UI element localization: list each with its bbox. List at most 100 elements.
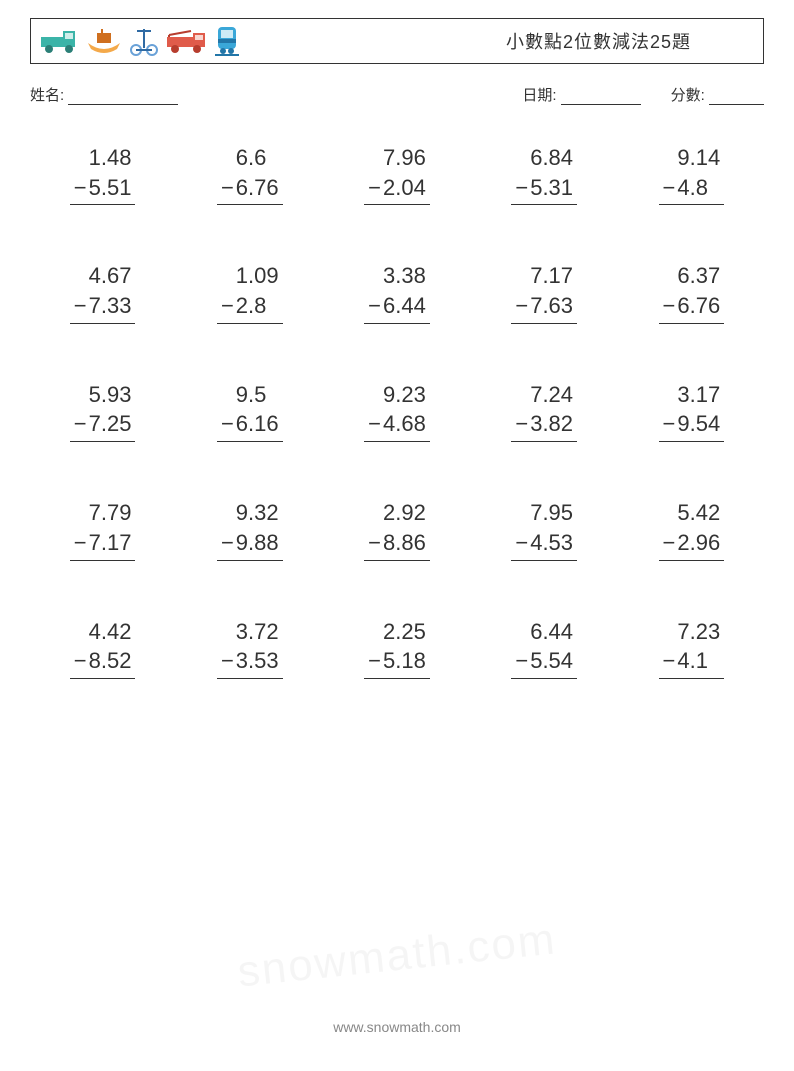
footer-url: www.snowmath.com xyxy=(0,1019,794,1035)
problem-stack: 4.67−7.33 xyxy=(70,261,136,323)
problem-stack: 9.23−4.68 xyxy=(364,380,430,442)
problem: 9.5 −6.16 xyxy=(185,380,314,442)
subtrahend: −4.53 xyxy=(511,528,577,561)
header-icons xyxy=(39,25,241,57)
problem: 3.17−9.54 xyxy=(627,380,756,442)
subtrahend: −2.8 xyxy=(217,291,283,324)
subtrahend: −2.96 xyxy=(659,528,725,561)
minuend: 3.38 xyxy=(364,261,430,291)
date-label: 日期: xyxy=(522,87,556,104)
problem: 6.44−5.54 xyxy=(480,617,609,679)
minuend: 2.92 xyxy=(364,498,430,528)
subtrahend: −7.17 xyxy=(70,528,136,561)
minuend: 7.95 xyxy=(511,498,577,528)
header-box: 小數點2位數減法25題 xyxy=(30,18,764,64)
minuend: 6.6 xyxy=(217,143,283,173)
problem: 9.23−4.68 xyxy=(332,380,461,442)
problem: 7.79−7.17 xyxy=(38,498,167,560)
problem: 2.92−8.86 xyxy=(332,498,461,560)
minuend: 5.42 xyxy=(659,498,725,528)
minuend: 7.96 xyxy=(364,143,430,173)
problem: 5.93−7.25 xyxy=(38,380,167,442)
problem-stack: 7.17−7.63 xyxy=(511,261,577,323)
problem-stack: 9.14−4.8 xyxy=(659,143,725,205)
problem-stack: 1.48−5.51 xyxy=(70,143,136,205)
subtrahend: −8.86 xyxy=(364,528,430,561)
minuend: 2.25 xyxy=(364,617,430,647)
minuend: 3.72 xyxy=(217,617,283,647)
minuend: 3.17 xyxy=(659,380,725,410)
minuend: 7.17 xyxy=(511,261,577,291)
problem-stack: 7.79−7.17 xyxy=(70,498,136,560)
meta-score: 分數: xyxy=(671,84,764,105)
subtrahend: −5.18 xyxy=(364,646,430,679)
subtrahend: −6.44 xyxy=(364,291,430,324)
minuend: 7.79 xyxy=(70,498,136,528)
subtrahend: −3.53 xyxy=(217,646,283,679)
subtrahend: −5.54 xyxy=(511,646,577,679)
problem-stack: 6.6 −6.76 xyxy=(217,143,283,205)
problem: 7.24−3.82 xyxy=(480,380,609,442)
watermark: snowmath.com xyxy=(235,914,558,997)
date-blank xyxy=(561,90,641,105)
subtrahend: −6.76 xyxy=(659,291,725,324)
problem: 9.32−9.88 xyxy=(185,498,314,560)
worksheet-title: 小數點2位數減法25題 xyxy=(506,28,691,54)
problem: 1.48−5.51 xyxy=(38,143,167,205)
minuend: 1.48 xyxy=(70,143,136,173)
problem-stack: 5.93−7.25 xyxy=(70,380,136,442)
problem: 3.38−6.44 xyxy=(332,261,461,323)
problem-stack: 2.92−8.86 xyxy=(364,498,430,560)
problem-stack: 3.17−9.54 xyxy=(659,380,725,442)
minuend: 7.24 xyxy=(511,380,577,410)
problem-stack: 7.95−4.53 xyxy=(511,498,577,560)
subtrahend: −7.25 xyxy=(70,409,136,442)
minuend: 5.93 xyxy=(70,380,136,410)
problem: 7.17−7.63 xyxy=(480,261,609,323)
problem-stack: 9.32−9.88 xyxy=(217,498,283,560)
problem-stack: 6.37−6.76 xyxy=(659,261,725,323)
minuend: 9.5 xyxy=(217,380,283,410)
problem: 6.6 −6.76 xyxy=(185,143,314,205)
meta-name: 姓名: xyxy=(30,84,522,105)
problem-stack: 7.96−2.04 xyxy=(364,143,430,205)
problem-stack: 1.09−2.8 xyxy=(217,261,283,323)
problem: 2.25−5.18 xyxy=(332,617,461,679)
problem-stack: 7.23−4.1 xyxy=(659,617,725,679)
problem-stack: 5.42−2.96 xyxy=(659,498,725,560)
minuend: 9.14 xyxy=(659,143,725,173)
problem: 4.67−7.33 xyxy=(38,261,167,323)
subtrahend: −2.04 xyxy=(364,173,430,206)
problem: 6.37−6.76 xyxy=(627,261,756,323)
minuend: 4.42 xyxy=(70,617,136,647)
problem: 7.23−4.1 xyxy=(627,617,756,679)
problem-stack: 3.72−3.53 xyxy=(217,617,283,679)
score-label: 分數: xyxy=(671,87,705,104)
problem: 7.95−4.53 xyxy=(480,498,609,560)
truck-icon xyxy=(39,27,79,55)
subtrahend: −9.54 xyxy=(659,409,725,442)
subtrahend: −3.82 xyxy=(511,409,577,442)
problem: 5.42−2.96 xyxy=(627,498,756,560)
name-blank xyxy=(68,90,178,105)
name-label: 姓名: xyxy=(30,87,64,104)
problem-stack: 7.24−3.82 xyxy=(511,380,577,442)
subtrahend: −9.88 xyxy=(217,528,283,561)
minuend: 6.84 xyxy=(511,143,577,173)
problem-stack: 2.25−5.18 xyxy=(364,617,430,679)
subtrahend: −4.1 xyxy=(659,646,725,679)
minuend: 9.32 xyxy=(217,498,283,528)
firetruck-icon xyxy=(165,27,207,55)
subtrahend: −6.16 xyxy=(217,409,283,442)
problem-stack: 6.44−5.54 xyxy=(511,617,577,679)
minuend: 6.44 xyxy=(511,617,577,647)
meta-date: 日期: xyxy=(522,84,640,105)
minuend: 4.67 xyxy=(70,261,136,291)
minuend: 1.09 xyxy=(217,261,283,291)
minuend: 6.37 xyxy=(659,261,725,291)
train-icon xyxy=(213,25,241,57)
problem: 6.84−5.31 xyxy=(480,143,609,205)
subtrahend: −5.31 xyxy=(511,173,577,206)
problem-stack: 6.84−5.31 xyxy=(511,143,577,205)
boat-icon xyxy=(85,27,123,55)
